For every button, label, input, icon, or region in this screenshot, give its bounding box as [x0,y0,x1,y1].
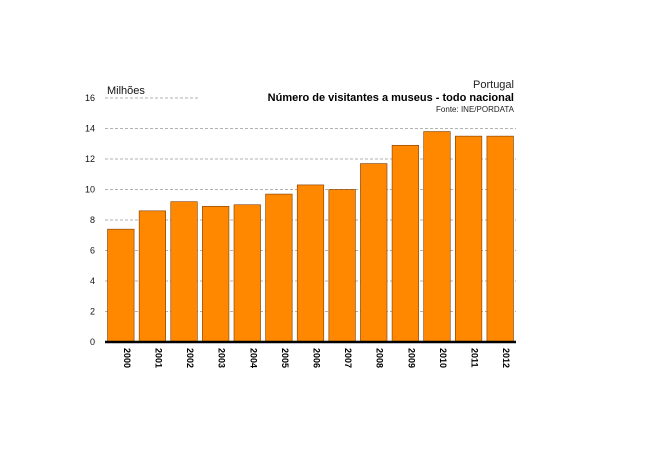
x-tick-label: 2002 [185,348,195,368]
bar-2002 [170,201,198,343]
bar-2009 [391,144,419,343]
y-tick-labels: 0 2 4 6 8 10 12 14 16 [85,93,95,347]
x-tick-label: 2005 [280,348,290,368]
y-tick-label: 0 [90,337,95,347]
y-tick-label: 4 [90,276,95,286]
y-tick-label: 14 [85,124,95,134]
x-tick-label: 2000 [122,348,132,368]
y-tick-label: 6 [90,246,95,256]
y-tick-label: 8 [90,215,95,225]
bar-2003 [202,205,230,343]
x-tick-label: 2001 [153,348,163,368]
x-tick-label: 2003 [217,348,227,368]
bar-2010 [423,131,451,343]
bar-2005 [265,193,293,343]
bars [107,131,514,343]
bar-2001 [138,210,166,343]
chart-title: Número de visitantes a museus - todo nac… [268,92,514,104]
chart-source: Fonte: INE/PORDATA [436,105,515,114]
bar-2007 [328,189,356,343]
y-tick-label: 12 [85,154,95,164]
x-tick-label: 2009 [406,348,416,368]
x-tick-label: 2010 [438,348,448,368]
y-tick-label: 2 [90,307,95,317]
y-axis-unit-label: Milhões [107,85,145,97]
bar-2008 [360,163,388,343]
x-tick-label: 2004 [248,348,258,368]
bar-2011 [454,135,483,343]
bar-2000 [107,228,135,343]
x-tick-label: 2006 [312,348,322,368]
x-tick-label: 2012 [501,348,511,368]
chart-country: Portugal [473,79,514,91]
bar-2006 [296,184,325,343]
y-tick-label: 10 [85,185,95,195]
x-tick-label: 2008 [375,348,385,368]
y-tick-label: 16 [85,93,95,103]
bar-2004 [233,204,261,343]
x-tick-label: 2007 [343,348,353,368]
x-tick-label: 2011 [470,348,480,368]
x-tick-labels: 2000 2001 2002 2003 2004 2005 2006 2007 2008 2009… [122,348,511,368]
bar-2012 [486,135,514,343]
